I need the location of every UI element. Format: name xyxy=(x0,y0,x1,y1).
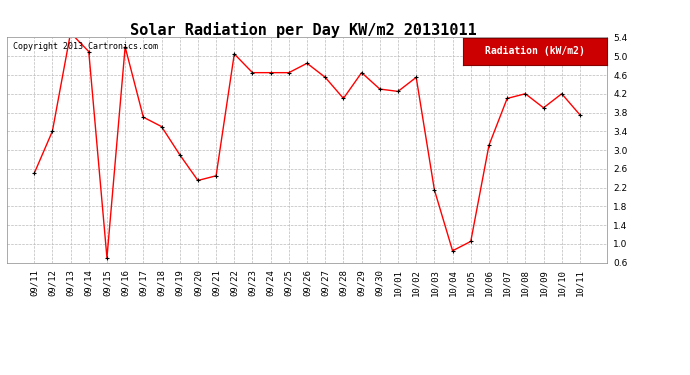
Point xyxy=(429,187,440,193)
Point xyxy=(101,255,112,261)
Point xyxy=(83,49,95,55)
Point xyxy=(302,60,313,66)
Point xyxy=(484,142,495,148)
Point xyxy=(502,96,513,102)
Point xyxy=(447,248,458,254)
Point xyxy=(156,124,167,130)
Point xyxy=(574,112,585,118)
Text: Solar Radiation per Day KW/m2 20131011: Solar Radiation per Day KW/m2 20131011 xyxy=(130,22,477,39)
Text: Copyright 2013 Cartronics.com: Copyright 2013 Cartronics.com xyxy=(13,42,158,51)
Point xyxy=(174,152,185,158)
Point xyxy=(193,177,204,183)
Point xyxy=(229,51,240,57)
Point xyxy=(338,96,349,102)
Point xyxy=(520,91,531,97)
Point xyxy=(556,91,567,97)
Point xyxy=(119,44,130,50)
Point xyxy=(374,86,385,92)
Point xyxy=(265,70,276,76)
Point xyxy=(356,70,367,76)
Point xyxy=(247,70,258,76)
Point xyxy=(29,171,40,177)
Point xyxy=(538,105,549,111)
Point xyxy=(47,128,58,134)
Point xyxy=(284,70,295,76)
Point xyxy=(319,74,331,80)
Point xyxy=(210,173,221,179)
Point xyxy=(65,30,76,36)
Point xyxy=(393,88,404,94)
Point xyxy=(411,74,422,80)
Point xyxy=(138,114,149,120)
Point xyxy=(465,238,476,244)
